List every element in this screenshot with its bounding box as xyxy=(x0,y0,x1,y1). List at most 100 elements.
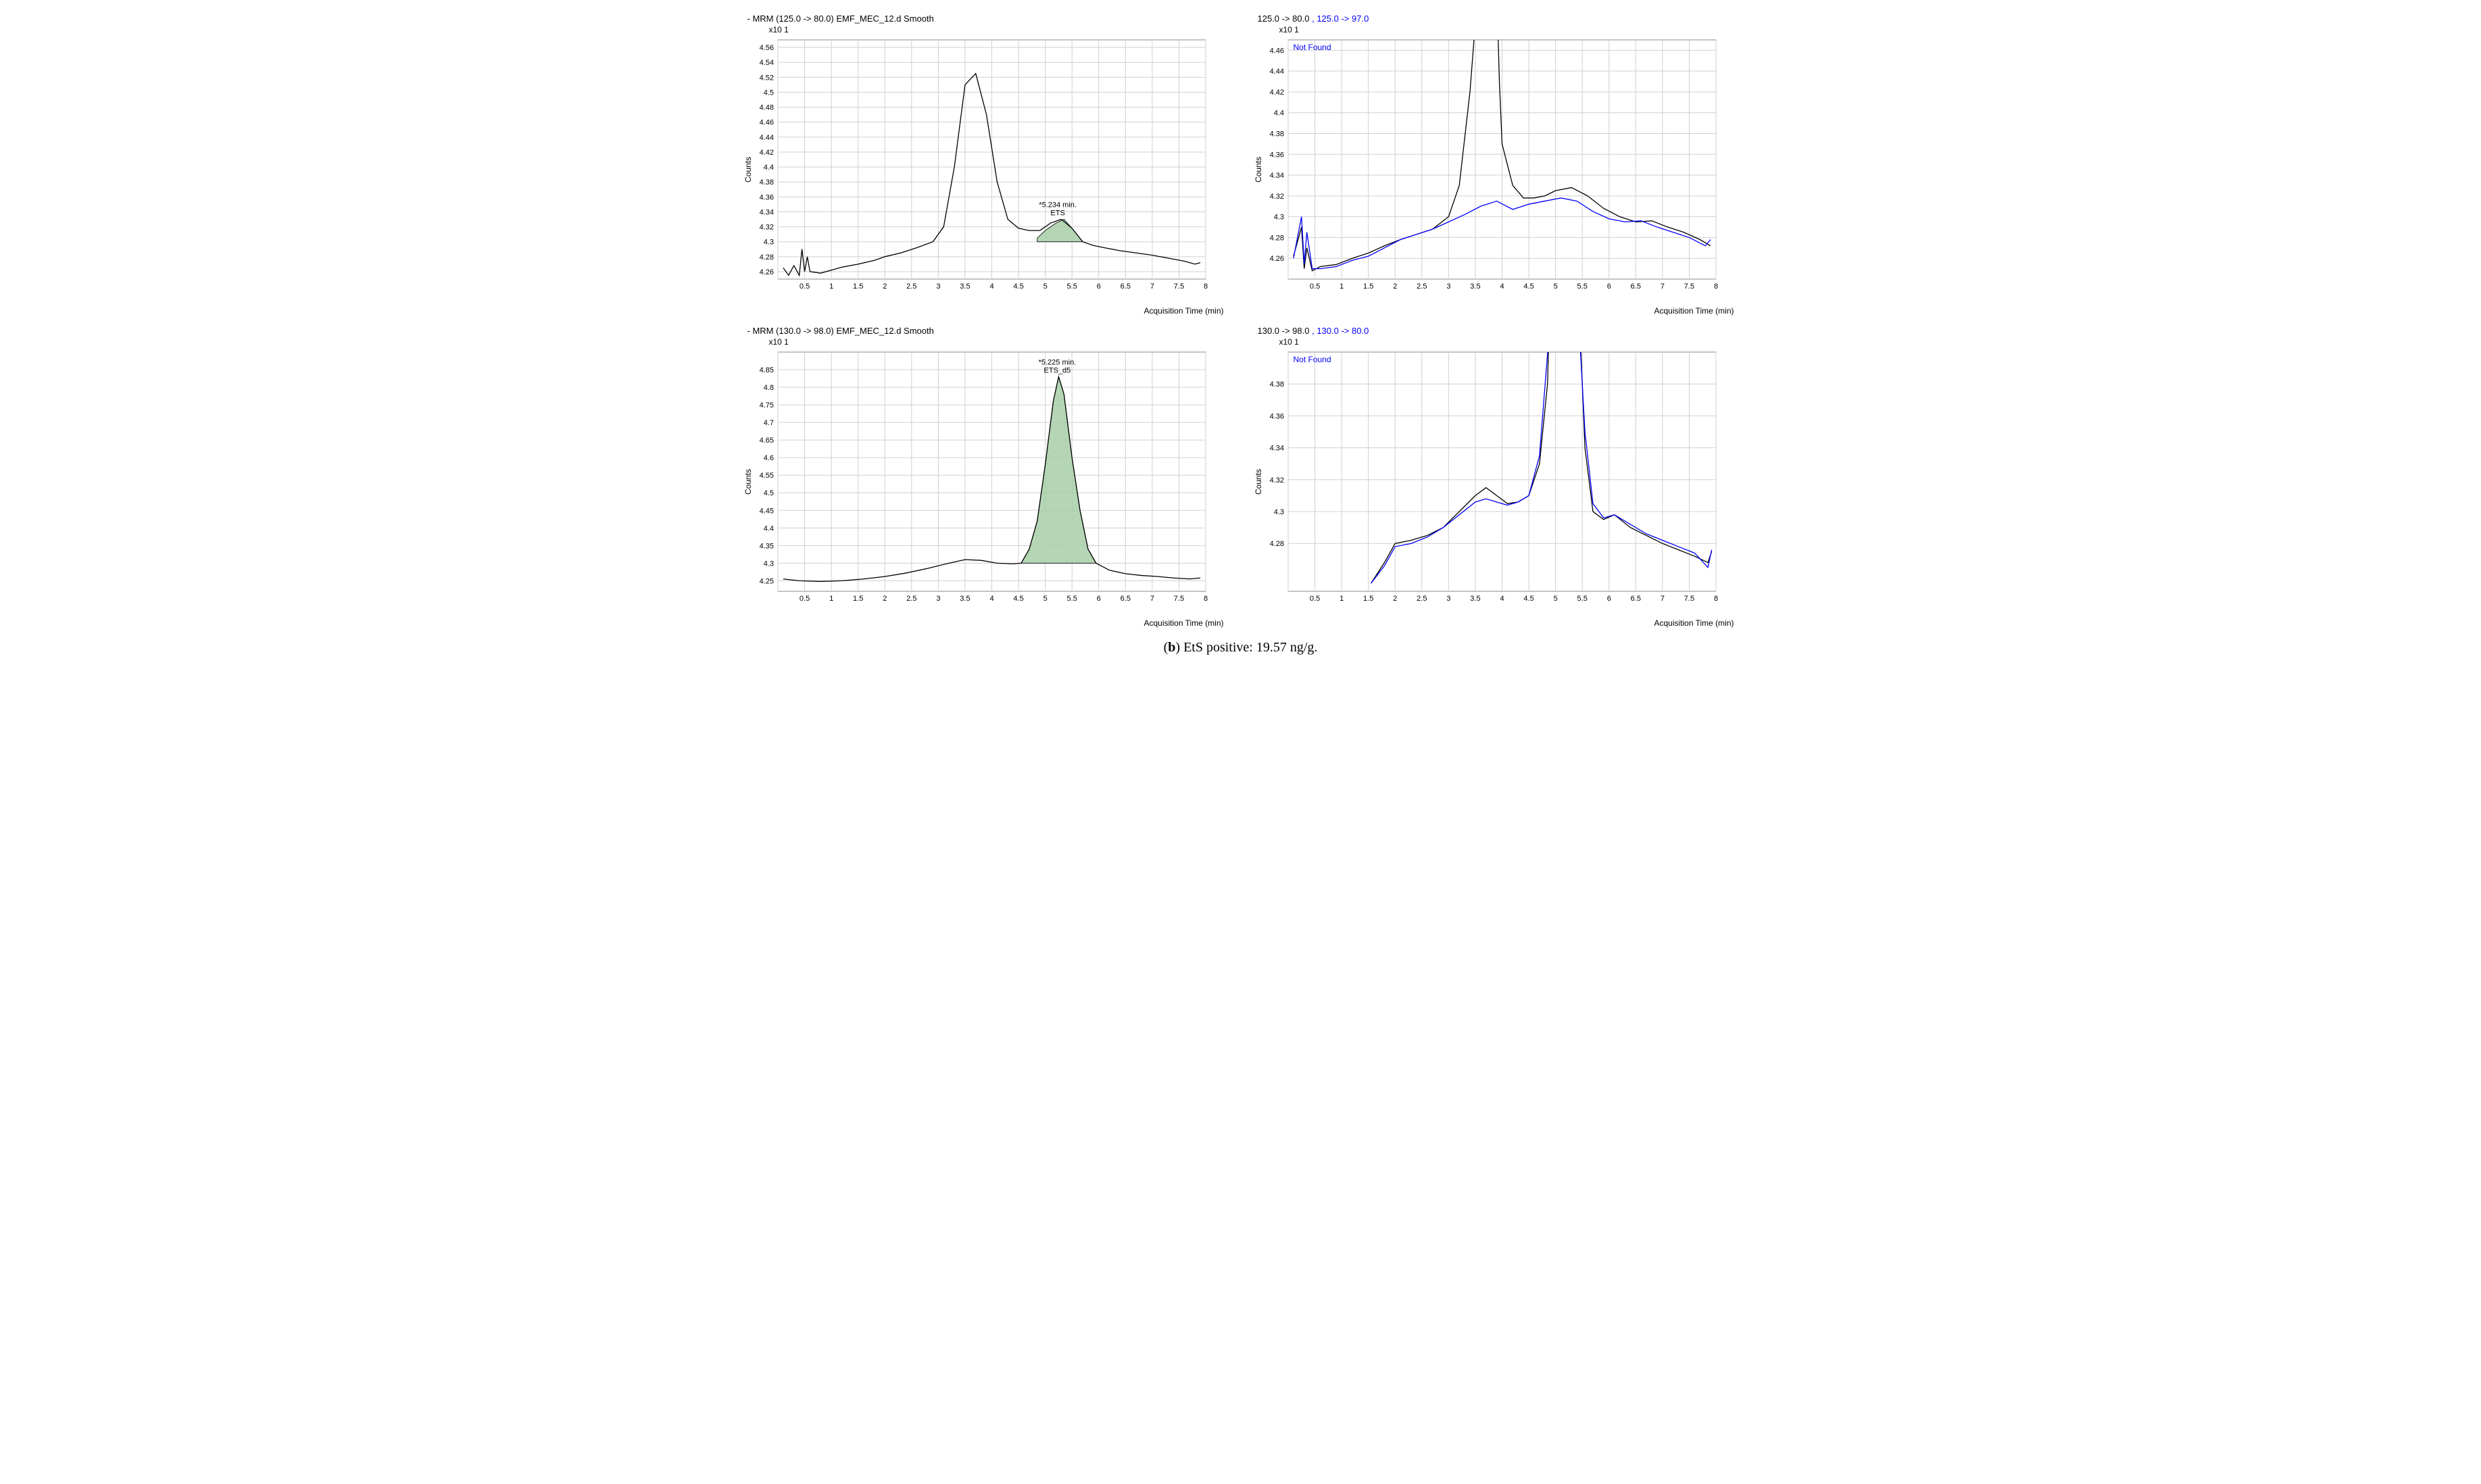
svg-text:5.5: 5.5 xyxy=(1066,282,1077,291)
chart-title: - MRM (130.0 -> 98.0) EMF_MEC_12.d Smoot… xyxy=(741,326,1231,336)
svg-text:7: 7 xyxy=(1660,282,1664,291)
svg-text:1: 1 xyxy=(829,595,833,603)
svg-text:4.75: 4.75 xyxy=(759,401,773,410)
svg-text:4.25: 4.25 xyxy=(759,577,773,585)
caption-bold: b xyxy=(1168,640,1175,655)
svg-text:1.5: 1.5 xyxy=(853,282,863,291)
svg-text:3.5: 3.5 xyxy=(1470,595,1480,603)
svg-text:4.4: 4.4 xyxy=(763,164,773,172)
svg-text:5: 5 xyxy=(1553,282,1557,291)
svg-text:2.5: 2.5 xyxy=(1417,282,1427,291)
svg-text:4: 4 xyxy=(989,282,993,291)
svg-text:4.5: 4.5 xyxy=(1013,282,1023,291)
not-found-label: Not Found xyxy=(1294,43,1331,52)
svg-text:4.28: 4.28 xyxy=(1269,234,1283,242)
svg-text:4.5: 4.5 xyxy=(763,489,773,497)
svg-text:4.36: 4.36 xyxy=(1269,412,1283,420)
svg-text:5.5: 5.5 xyxy=(1577,595,1587,603)
svg-text:7.5: 7.5 xyxy=(1173,595,1183,603)
svg-text:3: 3 xyxy=(1446,282,1450,291)
svg-text:4.38: 4.38 xyxy=(759,178,773,187)
svg-text:4.36: 4.36 xyxy=(759,193,773,201)
svg-text:2: 2 xyxy=(1393,595,1397,603)
chart-area: Not FoundCounts0.511.522.533.544.555.566… xyxy=(1251,34,1741,305)
svg-text:6.5: 6.5 xyxy=(1630,282,1640,291)
svg-text:4.5: 4.5 xyxy=(1523,595,1533,603)
svg-text:4.45: 4.45 xyxy=(759,507,773,515)
chart-title: - MRM (125.0 -> 80.0) EMF_MEC_12.d Smoot… xyxy=(741,14,1231,24)
caption-text: EtS positive: 19.57 ng/g. xyxy=(1180,640,1317,655)
svg-text:7: 7 xyxy=(1660,595,1664,603)
svg-text:4.7: 4.7 xyxy=(763,419,773,427)
svg-text:4.6: 4.6 xyxy=(763,454,773,462)
peak-annotation-time: *5.234 min. xyxy=(1039,201,1077,209)
svg-text:3: 3 xyxy=(936,595,940,603)
svg-text:4.36: 4.36 xyxy=(1269,151,1283,159)
svg-text:4.26: 4.26 xyxy=(759,268,773,276)
y-axis-label: Counts xyxy=(1254,469,1263,495)
svg-text:4.48: 4.48 xyxy=(759,104,773,112)
y-exponent-label: x10 1 xyxy=(1251,337,1741,347)
svg-text:4.42: 4.42 xyxy=(759,149,773,157)
svg-text:4.8: 4.8 xyxy=(763,384,773,392)
svg-text:5: 5 xyxy=(1043,595,1047,603)
x-axis-label: Acquisition Time (min) xyxy=(741,306,1231,316)
svg-text:1.5: 1.5 xyxy=(1363,282,1373,291)
y-axis-label: Counts xyxy=(743,157,753,182)
y-exponent-label: x10 1 xyxy=(741,337,1231,347)
svg-text:4.38: 4.38 xyxy=(1269,130,1283,139)
svg-text:2.5: 2.5 xyxy=(1417,595,1427,603)
panel-bottom-left: - MRM (130.0 -> 98.0) EMF_MEC_12.d Smoot… xyxy=(741,326,1231,628)
svg-text:4.3: 4.3 xyxy=(763,560,773,568)
svg-text:4.28: 4.28 xyxy=(759,253,773,262)
svg-text:1.5: 1.5 xyxy=(1363,595,1373,603)
peak-annotation-label: ETS_d5 xyxy=(1043,366,1071,374)
svg-text:4.42: 4.42 xyxy=(1269,89,1283,97)
figure-grid: - MRM (125.0 -> 80.0) EMF_MEC_12.d Smoot… xyxy=(741,14,1741,628)
svg-text:0.5: 0.5 xyxy=(799,595,809,603)
svg-text:2: 2 xyxy=(883,595,887,603)
svg-text:5.5: 5.5 xyxy=(1577,282,1587,291)
svg-text:8: 8 xyxy=(1713,282,1717,291)
svg-text:4: 4 xyxy=(1500,282,1504,291)
svg-text:4.34: 4.34 xyxy=(1269,172,1283,180)
svg-text:1: 1 xyxy=(1340,595,1344,603)
svg-text:4.3: 4.3 xyxy=(763,239,773,247)
figure-caption: (b) EtS positive: 19.57 ng/g. xyxy=(14,640,2467,656)
svg-text:4.32: 4.32 xyxy=(759,224,773,232)
svg-text:8: 8 xyxy=(1203,595,1207,603)
svg-text:8: 8 xyxy=(1713,595,1717,603)
svg-text:1.5: 1.5 xyxy=(853,595,863,603)
svg-text:2.5: 2.5 xyxy=(906,595,916,603)
svg-text:6.5: 6.5 xyxy=(1120,282,1130,291)
svg-text:4.56: 4.56 xyxy=(759,44,773,52)
x-axis-label: Acquisition Time (min) xyxy=(1251,306,1741,316)
peak-annotation-label: ETS xyxy=(1050,209,1064,218)
svg-text:4.5: 4.5 xyxy=(1013,595,1023,603)
svg-text:7: 7 xyxy=(1150,282,1154,291)
svg-text:7.5: 7.5 xyxy=(1173,282,1183,291)
svg-text:4.46: 4.46 xyxy=(1269,47,1283,55)
svg-text:4.4: 4.4 xyxy=(763,524,773,533)
svg-text:5.5: 5.5 xyxy=(1066,595,1077,603)
svg-text:6.5: 6.5 xyxy=(1630,595,1640,603)
chart-title: 125.0 -> 80.0 , 125.0 -> 97.0 xyxy=(1251,14,1741,24)
panel-bottom-right: 130.0 -> 98.0 , 130.0 -> 80.0x10 1Not Fo… xyxy=(1251,326,1741,628)
svg-text:4.3: 4.3 xyxy=(1273,508,1283,516)
chart-svg: 0.511.522.533.544.555.566.577.584.254.34… xyxy=(741,347,1214,617)
svg-text:4.28: 4.28 xyxy=(1269,540,1283,548)
svg-text:7: 7 xyxy=(1150,595,1154,603)
svg-text:4.65: 4.65 xyxy=(759,437,773,445)
chart-svg: 0.511.522.533.544.555.566.577.584.284.34… xyxy=(1251,347,1724,617)
svg-text:6: 6 xyxy=(1096,282,1100,291)
svg-text:5: 5 xyxy=(1043,282,1047,291)
svg-text:0.5: 0.5 xyxy=(1309,282,1319,291)
svg-text:4.52: 4.52 xyxy=(759,74,773,82)
svg-text:4.32: 4.32 xyxy=(1269,193,1283,201)
chart-svg: 0.511.522.533.544.555.566.577.584.264.28… xyxy=(741,34,1214,305)
svg-text:6: 6 xyxy=(1606,282,1611,291)
peak-annotation-time: *5.225 min. xyxy=(1038,358,1076,366)
panel-top-right: 125.0 -> 80.0 , 125.0 -> 97.0x10 1Not Fo… xyxy=(1251,14,1741,316)
x-axis-label: Acquisition Time (min) xyxy=(1251,618,1741,628)
svg-text:4.4: 4.4 xyxy=(1273,109,1283,118)
